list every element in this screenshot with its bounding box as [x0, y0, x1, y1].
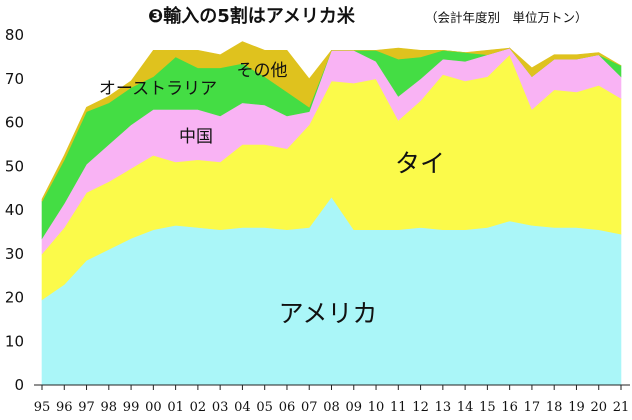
x-tick-label: 07 [301, 400, 318, 415]
chart-subtitle: （会計年度別 単位万トン） [425, 10, 588, 25]
x-tick-label: 16 [501, 400, 518, 415]
x-tick-label: 11 [390, 400, 407, 415]
x-tick-label: 13 [435, 400, 452, 415]
x-tick-label: 98 [101, 400, 118, 415]
series-label-2: 中国 [179, 127, 213, 147]
series-label-0: アメリカ [279, 299, 378, 328]
area-series-4 [41, 41, 622, 202]
x-tick-label: 04 [234, 400, 251, 415]
x-tick-label: 10 [368, 400, 385, 415]
series-label-4: その他 [237, 61, 288, 81]
y-tick-label: 50 [5, 157, 24, 175]
x-tick-label: 18 [546, 400, 563, 415]
x-tick-label: 01 [167, 400, 184, 415]
x-tick-label: 06 [279, 400, 296, 415]
area-layers [41, 41, 622, 386]
x-tick-label: 99 [123, 400, 140, 415]
x-tick-label: 09 [345, 400, 362, 415]
y-tick-label: 60 [5, 114, 24, 132]
x-tick-label: 96 [56, 400, 73, 415]
x-tick-label: 20 [590, 400, 607, 415]
series-label-3: オーストラリア [99, 79, 217, 99]
x-tick-label: 19 [568, 400, 585, 415]
y-tick-label: 70 [5, 70, 24, 88]
x-tick-label: 00 [145, 400, 162, 415]
x-tick-label: 15 [479, 400, 496, 415]
y-tick-label: 10 [5, 332, 24, 350]
series-label-1: タイ [395, 149, 445, 178]
x-tick-label: 02 [190, 400, 207, 415]
y-tick-label: 20 [5, 289, 24, 307]
x-tick-label: 05 [256, 400, 273, 415]
x-tick-label: 14 [457, 400, 474, 415]
y-tick-label: 40 [5, 201, 24, 219]
chart-title: ❸輸入の5割はアメリカ米 [148, 5, 356, 27]
y-tick-label: 30 [5, 245, 24, 263]
x-tick-label: 95 [34, 400, 51, 415]
x-tick-label: 97 [78, 400, 95, 415]
y-tick-label: 80 [5, 26, 24, 44]
x-tick-label: 03 [212, 400, 229, 415]
x-tick-label: 21 [613, 400, 630, 415]
y-tick-label: 0 [14, 376, 24, 394]
x-tick-label: 08 [323, 400, 340, 415]
x-tick-label: 17 [524, 400, 541, 415]
axes: 0 10 20 30 40 50 60 70 80 95 96 97 98 99 00 01 02 03 04 05 0… [5, 26, 630, 415]
x-tick-label: 12 [412, 400, 429, 415]
